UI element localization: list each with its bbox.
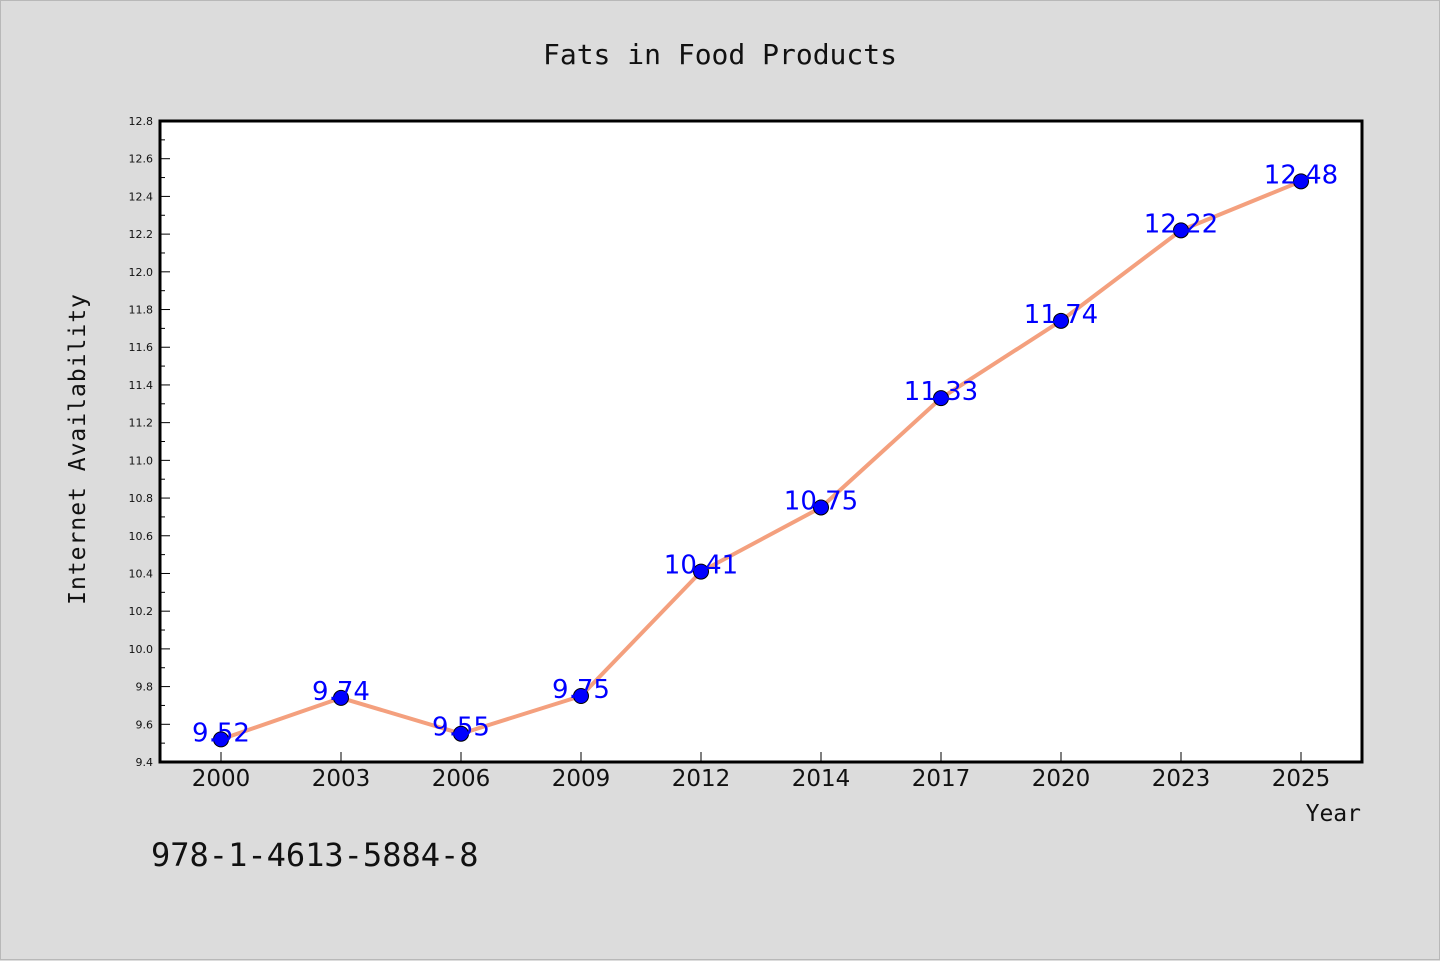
y-tick-label: 10.0: [129, 643, 154, 656]
y-tick-label: 11.4: [129, 379, 154, 392]
data-point-marker: [333, 689, 349, 706]
data-point-marker: [933, 390, 949, 407]
x-axis: 2000 2003 2006 2009 2012 2014 2017 2020 2023 2025: [192, 752, 1331, 792]
y-tick-label: 11.8: [129, 304, 154, 317]
y-tick-label: 10.6: [129, 530, 154, 543]
data-point-marker: [1173, 222, 1189, 239]
y-tick-label: 9.4: [136, 756, 154, 769]
data-point-marker: [813, 499, 829, 516]
data-point-marker: [453, 725, 469, 742]
data-point-marker: [1053, 312, 1069, 329]
data-label: 10.41: [664, 551, 738, 581]
x-axis-label: Year: [1306, 801, 1361, 827]
series-line: [220, 179, 1302, 742]
x-tick-label: 2023: [1152, 766, 1211, 792]
x-tick-label: 2003: [312, 766, 371, 792]
x-tick-label: 2020: [1032, 766, 1091, 792]
x-tick-label: 2017: [912, 766, 971, 792]
data-label: 11.33: [904, 377, 978, 407]
y-tick-label: 12.0: [129, 266, 154, 279]
data-label: 10.75: [784, 486, 858, 516]
y-tick-label: 10.8: [129, 492, 154, 505]
x-tick-label: 2012: [672, 766, 731, 792]
data-label: 9.52: [192, 718, 250, 748]
data-label: 12.48: [1264, 160, 1338, 190]
plot-frame: [158, 119, 1364, 764]
y-tick-label: 12.8: [129, 115, 154, 128]
data-point-marker: [213, 731, 229, 748]
data-label: 9.55: [432, 713, 490, 743]
plot-area: [160, 121, 1362, 762]
x-tick-label: 2025: [1272, 766, 1331, 792]
data-label: 11.74: [1024, 300, 1098, 330]
data-point-marker: [1293, 173, 1309, 190]
data-markers: [213, 173, 1309, 748]
y-tick-label: 12.2: [129, 228, 154, 241]
y-tick-label: 9.8: [136, 681, 154, 694]
data-label: 9.74: [312, 677, 370, 707]
y-tick-label: 9.6: [136, 718, 154, 731]
data-label: 12.22: [1144, 209, 1218, 239]
y-tick-label: 11.0: [129, 454, 154, 467]
x-tick-label: 2009: [552, 766, 611, 792]
data-labels: 9.52 9.74 9.55 9.75 10.41 10.75 11.33 11.74 12.2…: [192, 160, 1338, 748]
data-label: 9.75: [552, 675, 610, 705]
x-tick-label: 2000: [192, 766, 251, 792]
data-point-marker: [573, 688, 589, 705]
y-tick-label: 10.2: [129, 605, 154, 618]
y-axis-label: Internet Availability: [65, 293, 91, 605]
isbn-annotation: 978-1-4613-5884-8: [151, 836, 479, 874]
y-tick-label: 11.2: [129, 417, 154, 430]
chart-title: Fats in Food Products: [543, 38, 897, 71]
data-point-marker: [693, 563, 709, 580]
y-tick-label: 10.4: [129, 567, 154, 580]
x-tick-label: 2014: [792, 766, 851, 792]
y-axis: 9.4 9.6 9.8 10.0 10.2 10.4 10.6 10.8 11.0 11.2 11.…: [129, 115, 170, 769]
y-tick-label: 12.4: [129, 190, 154, 203]
y-tick-label: 11.6: [129, 341, 154, 354]
y-tick-label: 12.6: [129, 153, 154, 166]
x-tick-label: 2006: [432, 766, 491, 792]
